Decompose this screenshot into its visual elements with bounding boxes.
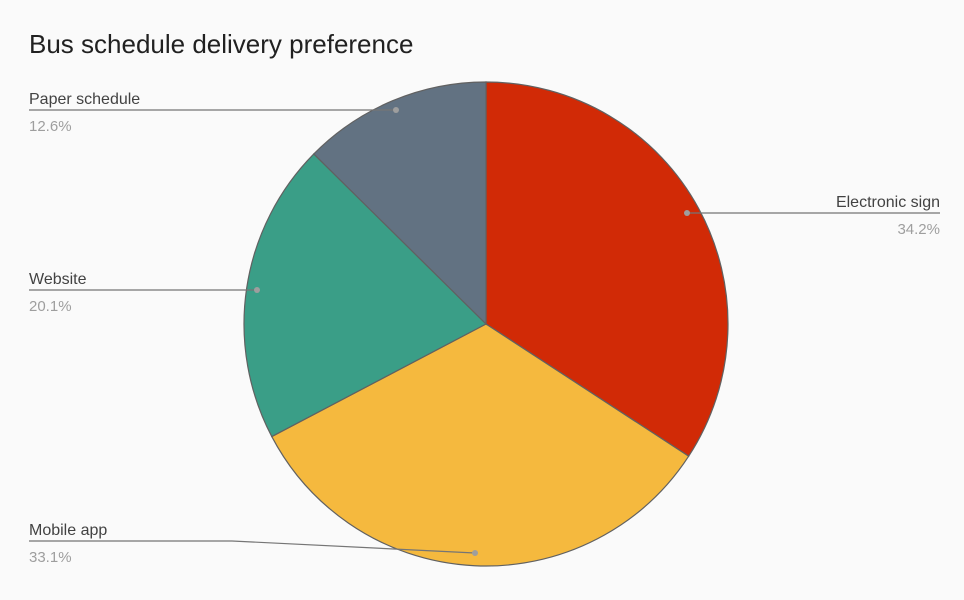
slice-percent-mobile-app: 33.1% — [29, 549, 72, 566]
chart-title: Bus schedule delivery preference — [29, 29, 413, 59]
leader-dot-mobile-app — [472, 550, 478, 556]
pie-slice-website — [243, 153, 488, 438]
slice-label-website: Website — [29, 271, 87, 288]
slice-percent-electronic-sign: 34.2% — [897, 221, 940, 238]
leader-dot-website — [254, 287, 260, 293]
leader-dot-electronic-sign — [684, 210, 690, 216]
leader-line-mobile-app — [29, 540, 476, 554]
slice-label-paper-schedule: Paper schedule — [29, 91, 140, 108]
pie-slice-mobile-app — [270, 323, 690, 567]
pie-slice-paper-schedule — [312, 81, 487, 326]
slice-percent-website: 20.1% — [29, 298, 72, 315]
pie-slices — [243, 81, 729, 567]
slice-percent-paper-schedule: 12.6% — [29, 118, 72, 135]
slice-label-mobile-app: Mobile app — [29, 522, 107, 539]
slice-label-electronic-sign: Electronic sign — [836, 194, 940, 211]
slice-labels: Electronic sign 34.2% Mobile app 33.1% Websi… — [29, 91, 940, 566]
leader-dot-paper-schedule — [393, 107, 399, 113]
pie-slice-electronic-sign — [485, 81, 729, 458]
